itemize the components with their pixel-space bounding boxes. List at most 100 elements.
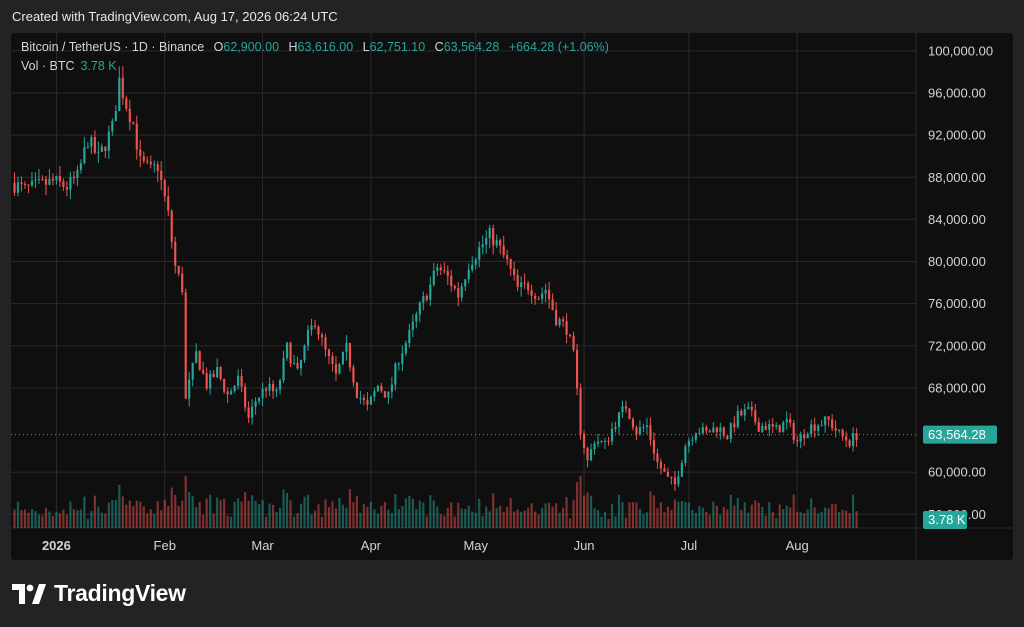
- candle-body: [743, 409, 746, 416]
- candle-body: [558, 319, 561, 326]
- volume-bar: [362, 504, 365, 528]
- volume-bar: [418, 500, 421, 528]
- volume-bar: [649, 491, 652, 528]
- candle-body: [687, 440, 690, 447]
- candle-body: [642, 427, 645, 429]
- volume-bar: [27, 512, 30, 528]
- volume-bar: [624, 517, 628, 528]
- volume-badge-label: 3.78 K: [928, 512, 966, 527]
- candle-body: [422, 295, 425, 303]
- candle-body: [534, 295, 537, 299]
- volume-bar: [715, 505, 718, 528]
- volume-bar: [502, 511, 505, 528]
- candle-body: [285, 342, 289, 359]
- candle-body: [310, 325, 313, 331]
- candle-body: [582, 433, 586, 448]
- volume-bar: [324, 499, 327, 528]
- price-chart[interactable]: 100,000.00 96,000.00 92,000.00 88,000.00 84,…: [11, 33, 1013, 560]
- candle-body: [20, 182, 23, 184]
- low-label: L: [362, 40, 370, 54]
- volume-bar: [292, 516, 296, 528]
- candle-body: [86, 146, 89, 148]
- volume-bar: [202, 515, 205, 528]
- candle-body: [170, 210, 173, 242]
- volume-bar: [628, 502, 631, 528]
- candle-body: [810, 424, 813, 434]
- volume-bar: [485, 506, 488, 528]
- candle-body: [209, 373, 212, 389]
- candle-body: [747, 406, 750, 410]
- candle-body: [757, 422, 760, 432]
- candle-body: [617, 412, 621, 427]
- volume-bar: [789, 507, 792, 528]
- candle-body: [282, 358, 285, 381]
- volume-bar: [443, 515, 446, 528]
- candle-body: [750, 406, 753, 411]
- volume-bar: [708, 515, 711, 528]
- candle-body: [125, 98, 128, 109]
- candle-body: [614, 426, 617, 429]
- volume-bar: [317, 504, 320, 528]
- volume-bar: [775, 518, 778, 528]
- volume-label: Vol · BTC: [21, 59, 75, 73]
- volume-bar: [838, 511, 841, 528]
- volume-bar: [796, 511, 799, 528]
- candle-body: [740, 410, 743, 416]
- x-tick-label: Aug: [786, 538, 809, 553]
- candle-body: [264, 388, 268, 391]
- volume-bar: [380, 505, 383, 528]
- volume-bar: [579, 476, 582, 528]
- candle-body: [541, 293, 544, 299]
- candle-body: [320, 334, 324, 338]
- candle-body: [278, 380, 282, 390]
- volume-bar: [736, 497, 739, 528]
- volume-bar: [345, 507, 348, 528]
- volume-bar: [603, 512, 607, 528]
- candle-body: [429, 284, 432, 300]
- candle-body: [467, 269, 470, 280]
- candle-body: [565, 321, 568, 335]
- candle-body: [153, 164, 156, 166]
- candle-body: [852, 433, 855, 447]
- volume-bar: [740, 509, 743, 528]
- candle-body: [719, 427, 722, 432]
- volume-bar: [544, 503, 547, 528]
- volume-bar: [642, 514, 645, 528]
- candle-body: [254, 401, 257, 407]
- chart-panel[interactable]: 100,000.00 96,000.00 92,000.00 88,000.00 84,…: [11, 33, 1013, 560]
- candle-body: [446, 270, 449, 276]
- candle-body: [334, 363, 338, 374]
- volume-bar: [670, 509, 673, 528]
- candle-body: [439, 267, 442, 271]
- y-tick-label: 88,000.00: [928, 170, 986, 185]
- volume-bar: [86, 518, 89, 528]
- volume-bar: [712, 501, 715, 528]
- volume-bar: [582, 495, 586, 528]
- volume-bar: [359, 512, 362, 528]
- candle-body: [481, 244, 484, 248]
- volume-bar: [401, 506, 404, 528]
- candle-body: [37, 178, 41, 180]
- volume-bar: [436, 506, 439, 528]
- candle-body: [726, 435, 729, 439]
- candle-body: [226, 391, 229, 395]
- candle-body: [432, 270, 435, 285]
- volume-bar: [181, 500, 184, 528]
- volume-bar: [778, 504, 781, 528]
- candle-body: [530, 290, 533, 296]
- candle-body: [205, 373, 208, 389]
- candle-body: [132, 122, 135, 124]
- candle-body: [212, 373, 215, 377]
- volume-bar: [607, 519, 610, 528]
- candle-body: [76, 169, 79, 179]
- volume-bar: [754, 500, 757, 528]
- candle-body: [694, 433, 697, 440]
- volume-bar: [855, 511, 858, 528]
- volume-bar: [254, 501, 257, 528]
- volume-bar: [852, 494, 855, 528]
- volume-bar: [237, 498, 240, 528]
- x-tick-label: 2026: [42, 538, 71, 553]
- candle-body: [202, 369, 205, 374]
- candle-body: [673, 477, 676, 485]
- candle-body: [411, 321, 414, 331]
